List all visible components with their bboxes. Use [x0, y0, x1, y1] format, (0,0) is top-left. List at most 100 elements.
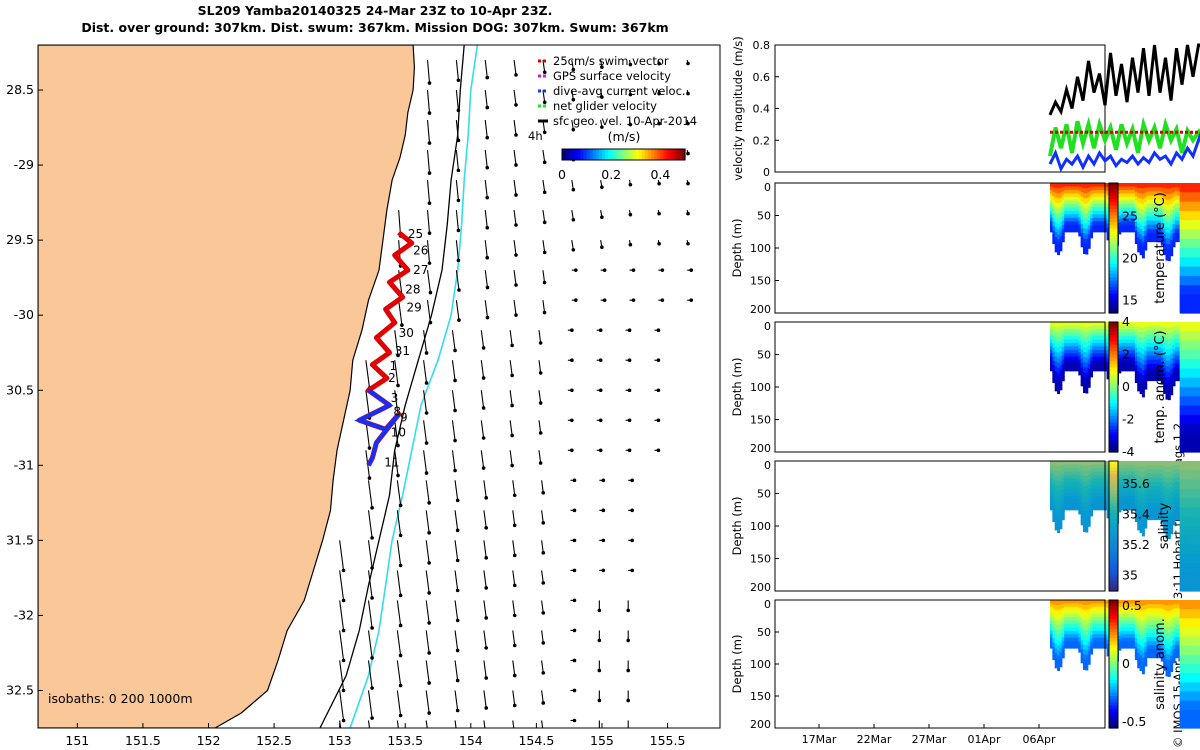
profile-cell [1071, 325, 1075, 330]
profile-cell [1101, 189, 1105, 195]
profile-cell [1073, 627, 1077, 632]
profile-cell [1059, 360, 1063, 367]
profile-cell [1064, 332, 1068, 337]
profile-cell [1198, 349, 1200, 360]
velocity-arrow-head [597, 608, 602, 613]
profile-cell [1144, 379, 1148, 385]
profile-cell [1198, 563, 1200, 574]
profile-cell [1101, 495, 1105, 500]
profile-cell [1137, 643, 1141, 649]
profile-cell [1160, 218, 1164, 224]
profile-colorbar-cell [1109, 603, 1118, 607]
profile-cell [1153, 338, 1157, 344]
profile-cell [1092, 600, 1096, 605]
profile-cell [1149, 199, 1152, 205]
velocity-arrow-head [627, 358, 632, 363]
profile-colorbar-cell [1109, 351, 1118, 356]
profile-cell [1054, 322, 1058, 328]
profile-cell [1052, 213, 1056, 219]
profile-cell [1090, 202, 1094, 208]
velocity-arrow [541, 720, 544, 728]
profile-cell [1193, 618, 1197, 629]
profile-cell [1172, 474, 1176, 480]
profile-cell [1139, 234, 1143, 240]
profile-cell [1191, 368, 1195, 379]
profile-cell [1050, 478, 1053, 483]
profile-cell [1127, 488, 1131, 493]
profile-cell [1127, 196, 1131, 202]
profile-cell [1080, 635, 1084, 641]
profile-colorbar-cell [1109, 529, 1118, 534]
profile-cell [1146, 191, 1150, 197]
profile-cell [1087, 604, 1091, 610]
profile-cell [1189, 470, 1193, 481]
profile-cell [1073, 603, 1077, 608]
profile-cell [1134, 478, 1138, 484]
profile-cell [1196, 609, 1200, 619]
profile-cell [1165, 249, 1169, 256]
profile-cell [1172, 613, 1176, 619]
velocity-arrow [480, 360, 485, 379]
profile-cell [1064, 224, 1068, 229]
profile-cell [1149, 515, 1152, 521]
profile-cell [1120, 461, 1124, 466]
profile-cell [1080, 613, 1084, 619]
profile-cell [1130, 186, 1134, 191]
profile-cell [1068, 339, 1072, 344]
profile-cell [1198, 229, 1200, 240]
profile-cell [1080, 488, 1084, 494]
profile-cell [1182, 691, 1185, 702]
profile-cell [1174, 469, 1178, 475]
profile-cell [1184, 266, 1188, 277]
profile-cell [1191, 322, 1195, 332]
profile-cell [1087, 512, 1091, 518]
profile-colorbar-cell [1109, 400, 1118, 404]
profile-cell [1066, 495, 1070, 500]
profile-cell [1158, 502, 1162, 508]
profile-cell [1137, 470, 1141, 477]
profile-cell [1134, 612, 1138, 618]
profile-cell [1149, 355, 1152, 361]
profile-cell [1156, 199, 1160, 205]
profile-cell [1146, 465, 1150, 470]
profile-cell [1141, 525, 1145, 532]
velocity-arrow-head [396, 353, 400, 358]
profile-cell [1085, 248, 1089, 255]
profile-cell [1144, 618, 1148, 625]
profile-cell [1075, 627, 1079, 632]
profile-cell [1189, 229, 1193, 240]
profile-cell [1059, 331, 1063, 338]
profile-cell [1156, 481, 1160, 487]
colorbar-cell [654, 149, 658, 160]
profile-cell [1090, 496, 1094, 501]
profile-cell [1083, 193, 1086, 199]
profile-cell [1179, 636, 1183, 647]
profile-cell [1123, 488, 1127, 493]
map-x-tick-label: 152 [197, 733, 221, 748]
profile-cell [1080, 362, 1084, 369]
profile-cell [1186, 664, 1190, 674]
profile-cell [1104, 637, 1108, 642]
profile-cell [1151, 461, 1155, 466]
profile-colorbar-tick-label: 4 [1122, 314, 1130, 329]
profile-colorbar-cell [1109, 293, 1118, 298]
profile-cell [1160, 518, 1164, 524]
profile-cell [1090, 461, 1094, 466]
velocity-arrow [455, 59, 459, 81]
velocity-arrow [541, 570, 544, 583]
profile-cell [1123, 353, 1127, 358]
velocity-arrow [423, 420, 428, 444]
profile-cell [1075, 339, 1079, 344]
profile-cell [1080, 214, 1084, 221]
profile-cell [1052, 633, 1056, 639]
profile-cell [1172, 635, 1176, 641]
profile-cell [1167, 344, 1171, 351]
profile-cell [1179, 331, 1183, 342]
profile-cell [1094, 634, 1098, 639]
profile-cell [1165, 632, 1169, 639]
profile-cell [1172, 340, 1176, 346]
profile-cell [1170, 373, 1174, 380]
profile-cell [1050, 353, 1053, 358]
profile-cell [1193, 488, 1197, 499]
profile-cell [1097, 485, 1101, 490]
